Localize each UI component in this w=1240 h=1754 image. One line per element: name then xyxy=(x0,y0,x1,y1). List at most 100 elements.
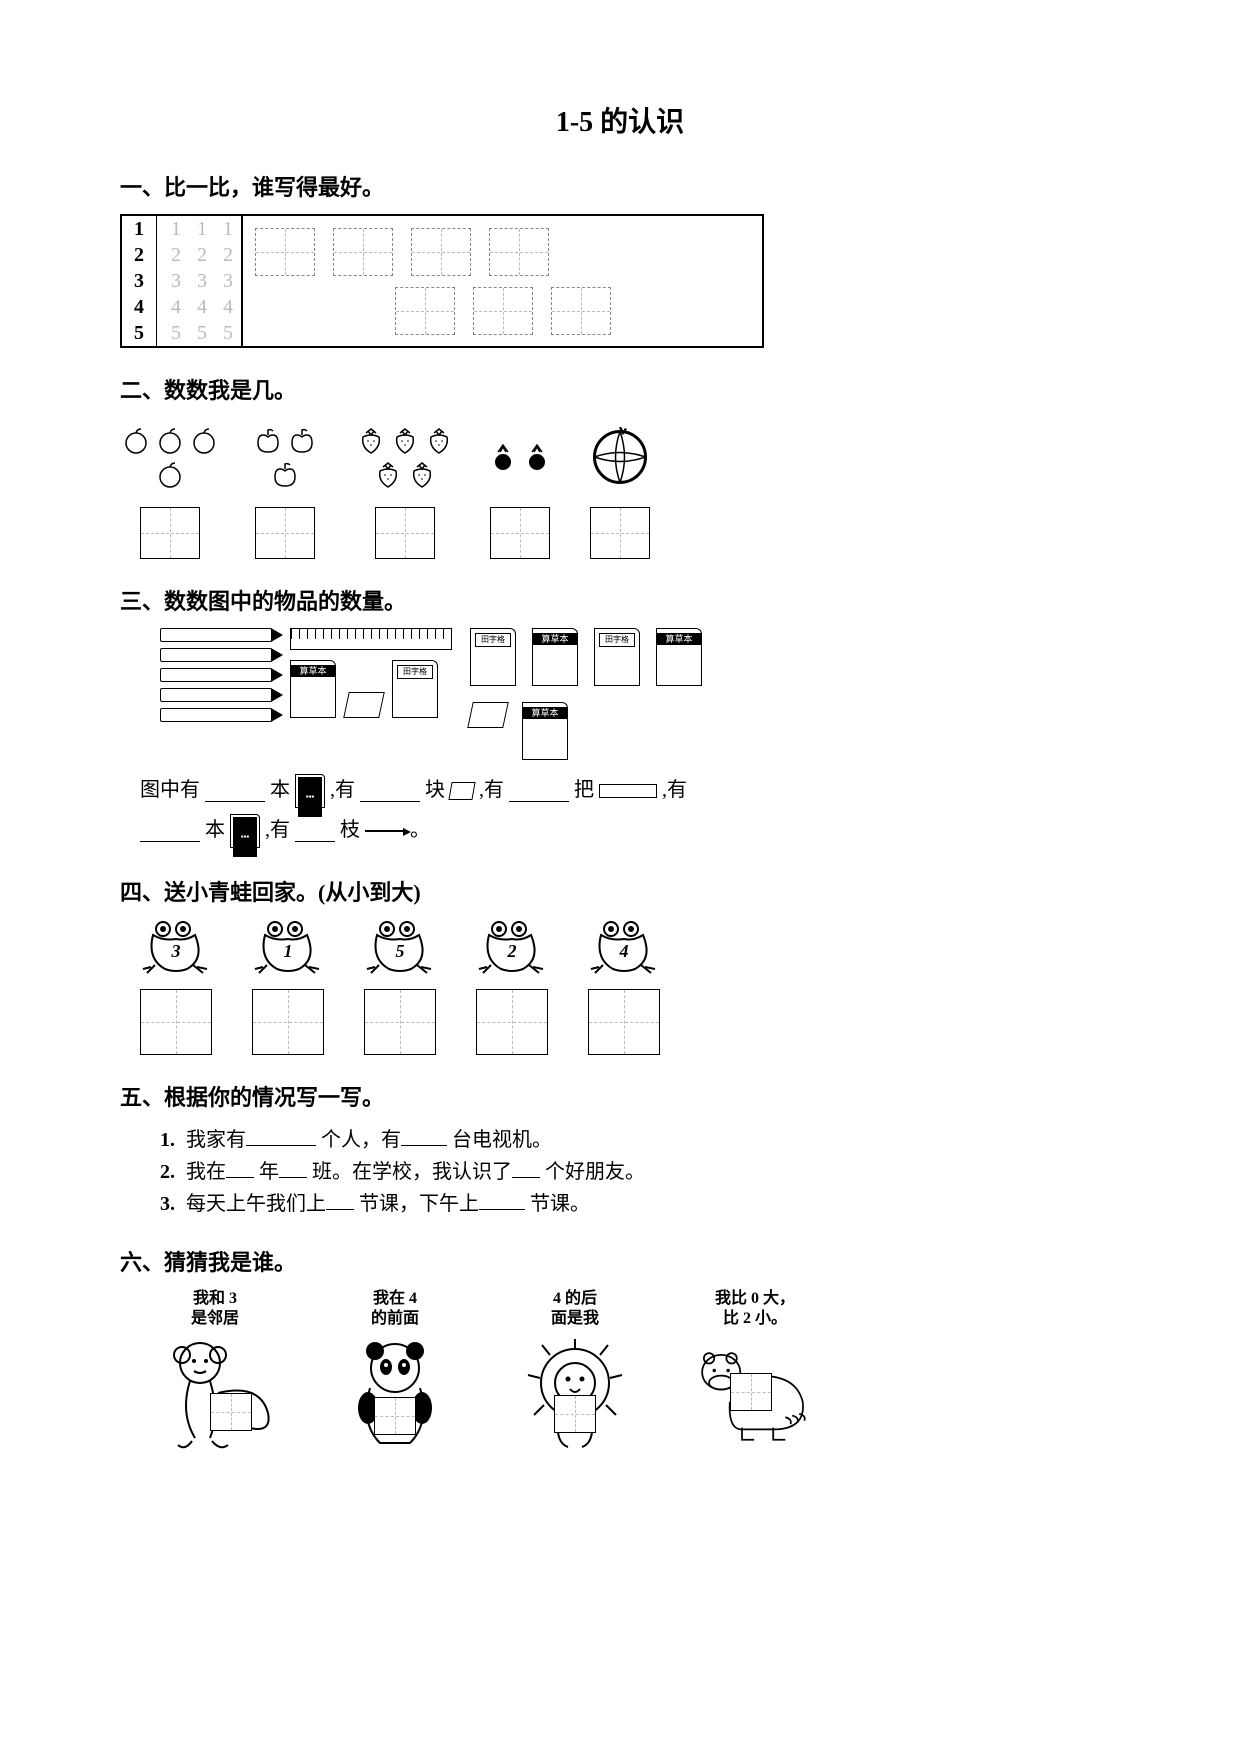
blank-input[interactable] xyxy=(512,1159,540,1178)
trace-number: 4 xyxy=(163,296,189,319)
riddle-hint: 我比 0 大， 比 2 小。 xyxy=(715,1289,795,1329)
blank-input[interactable] xyxy=(401,1127,447,1146)
ruler-mini-icon xyxy=(599,784,657,798)
blank-input[interactable] xyxy=(205,781,265,802)
riddle-hint: 我和 3 是邻居 xyxy=(191,1289,239,1329)
section6-heading: 六、猜猜我是谁。 xyxy=(120,1245,1120,1277)
peach-icon xyxy=(121,425,151,455)
answer-box[interactable] xyxy=(255,507,315,559)
number-header: 4 xyxy=(122,294,156,320)
notebook-icon xyxy=(290,660,336,718)
ruler-icon xyxy=(290,628,452,650)
section4-heading: 四、送小青蛙回家。(从小到大) xyxy=(120,875,1120,907)
answer-box[interactable] xyxy=(730,1373,772,1411)
pineapple-icon xyxy=(488,442,518,472)
frog-item: 1 xyxy=(252,919,324,1055)
count-group xyxy=(480,417,560,559)
blank-input[interactable] xyxy=(226,1159,254,1178)
section1-table: 12345 111222333444555 xyxy=(120,214,764,348)
trace-row: 444 xyxy=(157,294,241,320)
fruit-cluster xyxy=(350,417,460,497)
trace-number: 5 xyxy=(163,322,189,345)
monkey-icon xyxy=(150,1333,280,1453)
fruit-cluster xyxy=(480,417,560,497)
frog-item: 3 xyxy=(140,919,212,1055)
writing-box[interactable] xyxy=(333,228,393,276)
answer-box[interactable] xyxy=(364,989,436,1055)
blank-input[interactable] xyxy=(246,1127,316,1146)
notebook-icon xyxy=(594,628,640,686)
strawberry-icon xyxy=(407,459,437,489)
answer-box[interactable] xyxy=(140,507,200,559)
hippo-icon xyxy=(690,1333,820,1453)
section3-heading: 三、数数图中的物品的数量。 xyxy=(120,584,1120,616)
section5-lines: 1. 我家有 个人，有 台电视机。 2. 我在 年 班。在学校，我认识了 个好朋… xyxy=(160,1124,1120,1220)
writing-box[interactable] xyxy=(489,228,549,276)
eraser-icon xyxy=(343,692,385,718)
frog-icon: 1 xyxy=(253,919,323,975)
blank-input[interactable] xyxy=(140,821,200,842)
trace-number: 2 xyxy=(163,244,189,267)
frog-item: 5 xyxy=(364,919,436,1055)
riddle-item: 我和 3 是邻居 xyxy=(140,1289,290,1453)
trace-row: 555 xyxy=(157,320,241,346)
notebook-icon xyxy=(656,628,702,686)
blank-input[interactable] xyxy=(360,781,420,802)
blank-input[interactable] xyxy=(509,781,569,802)
page-title: 1-5 的认识 xyxy=(120,100,1120,140)
eraser-mini-icon xyxy=(448,782,475,800)
answer-box[interactable] xyxy=(590,507,650,559)
count-group xyxy=(350,417,460,559)
count-group xyxy=(580,417,660,559)
fruit-cluster xyxy=(240,417,330,497)
pencil-icon xyxy=(160,668,272,682)
riddle-hint: 4 的后 面是我 xyxy=(551,1289,599,1329)
notebook-icon xyxy=(392,660,438,718)
frog-item: 4 xyxy=(588,919,660,1055)
answer-box[interactable] xyxy=(490,507,550,559)
strawberry-icon xyxy=(373,459,403,489)
answer-box[interactable] xyxy=(210,1393,252,1431)
trace-number: 1 xyxy=(163,218,189,241)
peach-icon xyxy=(155,425,185,455)
writing-box[interactable] xyxy=(411,228,471,276)
section1-heading: 一、比一比，谁写得最好。 xyxy=(120,170,1120,202)
trace-row: 333 xyxy=(157,268,241,294)
pencil-icon xyxy=(160,708,272,722)
peach-icon xyxy=(189,425,219,455)
trace-number: 2 xyxy=(215,244,241,267)
frog-icon: 2 xyxy=(477,919,547,975)
strawberry-icon xyxy=(424,425,454,455)
notebook-mini-icon xyxy=(295,774,325,808)
fruit-cluster xyxy=(120,417,220,497)
strawberry-icon xyxy=(390,425,420,455)
answer-box[interactable] xyxy=(588,989,660,1055)
notebook-mini-icon xyxy=(230,814,260,848)
writing-box[interactable] xyxy=(473,287,533,335)
riddle-hint: 我在 4 的前面 xyxy=(371,1289,419,1329)
writing-box[interactable] xyxy=(255,228,315,276)
answer-box[interactable] xyxy=(140,989,212,1055)
apple-icon xyxy=(270,459,300,489)
answer-box[interactable] xyxy=(375,507,435,559)
answer-box[interactable] xyxy=(476,989,548,1055)
blank-input[interactable] xyxy=(295,821,335,842)
watermelon-icon xyxy=(590,427,650,487)
answer-box[interactable] xyxy=(252,989,324,1055)
blank-input[interactable] xyxy=(279,1159,307,1178)
trace-number: 5 xyxy=(189,322,215,345)
count-group xyxy=(240,417,330,559)
number-header: 3 xyxy=(122,268,156,294)
writing-box[interactable] xyxy=(551,287,611,335)
riddle-item: 我比 0 大， 比 2 小。 xyxy=(680,1289,830,1453)
riddle-item: 我在 4 的前面 xyxy=(320,1289,470,1453)
answer-box[interactable] xyxy=(374,1397,416,1435)
answer-box[interactable] xyxy=(554,1395,596,1433)
blank-input[interactable] xyxy=(326,1191,354,1210)
strawberry-icon xyxy=(356,425,386,455)
writing-box[interactable] xyxy=(395,287,455,335)
blank-input[interactable] xyxy=(479,1191,525,1210)
section5-heading: 五、根据你的情况写一写。 xyxy=(120,1080,1120,1112)
section3-picture xyxy=(160,628,1120,760)
number-header: 1 xyxy=(122,216,156,242)
